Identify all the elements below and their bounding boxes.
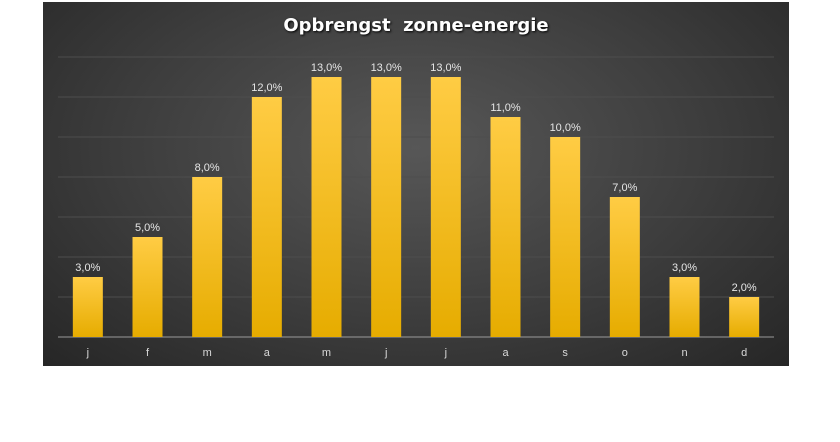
data-label-8: 10,0% bbox=[550, 122, 581, 134]
bar-10 bbox=[669, 277, 700, 337]
data-label-6: 13,0% bbox=[430, 62, 461, 74]
bar-0 bbox=[72, 277, 103, 337]
bar-7 bbox=[490, 117, 521, 337]
bar-2 bbox=[192, 177, 223, 337]
x-tick-label-4: m bbox=[322, 347, 331, 359]
data-label-0: 3,0% bbox=[75, 262, 100, 274]
bars bbox=[72, 77, 760, 337]
data-label-2: 8,0% bbox=[195, 162, 220, 174]
x-tick-label-6: j bbox=[444, 347, 447, 359]
x-tick-label-9: o bbox=[622, 347, 628, 359]
x-tick-label-10: n bbox=[681, 347, 687, 359]
x-tick-label-3: a bbox=[264, 347, 271, 359]
gridlines bbox=[58, 56, 774, 338]
bar-1 bbox=[132, 237, 163, 337]
bar-9 bbox=[609, 197, 640, 337]
bar-5 bbox=[371, 77, 402, 337]
bar-chart-plot: 3,0% 5,0% 8,0% 12,0% 13,0% 13,0% 13,0% 11,0% 10,… bbox=[58, 56, 774, 359]
x-tick-label-8: s bbox=[562, 347, 568, 359]
data-label-3: 12,0% bbox=[251, 82, 282, 94]
chart-panel: Opbrengst zonne-energie 3,0% 5,0% 8,0% 12,0… bbox=[43, 2, 789, 366]
data-label-9: 7,0% bbox=[612, 182, 637, 194]
x-tick-label-2: m bbox=[203, 347, 212, 359]
bar-6 bbox=[430, 77, 461, 337]
data-label-5: 13,0% bbox=[371, 62, 402, 74]
x-tick-label-5: j bbox=[384, 347, 387, 359]
bar-3 bbox=[251, 97, 282, 337]
chart-title: Opbrengst zonne-energie bbox=[283, 15, 549, 36]
x-tick-label-1: f bbox=[146, 347, 150, 359]
data-labels: 3,0% 5,0% 8,0% 12,0% 13,0% 13,0% 13,0% 11,0% 10,… bbox=[75, 62, 757, 294]
x-tick-label-7: a bbox=[502, 347, 509, 359]
data-label-10: 3,0% bbox=[672, 262, 697, 274]
data-label-4: 13,0% bbox=[311, 62, 342, 74]
bar-8 bbox=[550, 137, 581, 337]
x-tick-label-11: d bbox=[741, 347, 747, 359]
bar-11 bbox=[729, 297, 760, 337]
data-label-1: 5,0% bbox=[135, 222, 160, 234]
data-label-11: 2,0% bbox=[732, 282, 757, 294]
data-label-7: 11,0% bbox=[490, 102, 521, 114]
x-tick-label-0: j bbox=[86, 347, 89, 359]
bar-4 bbox=[311, 77, 342, 337]
